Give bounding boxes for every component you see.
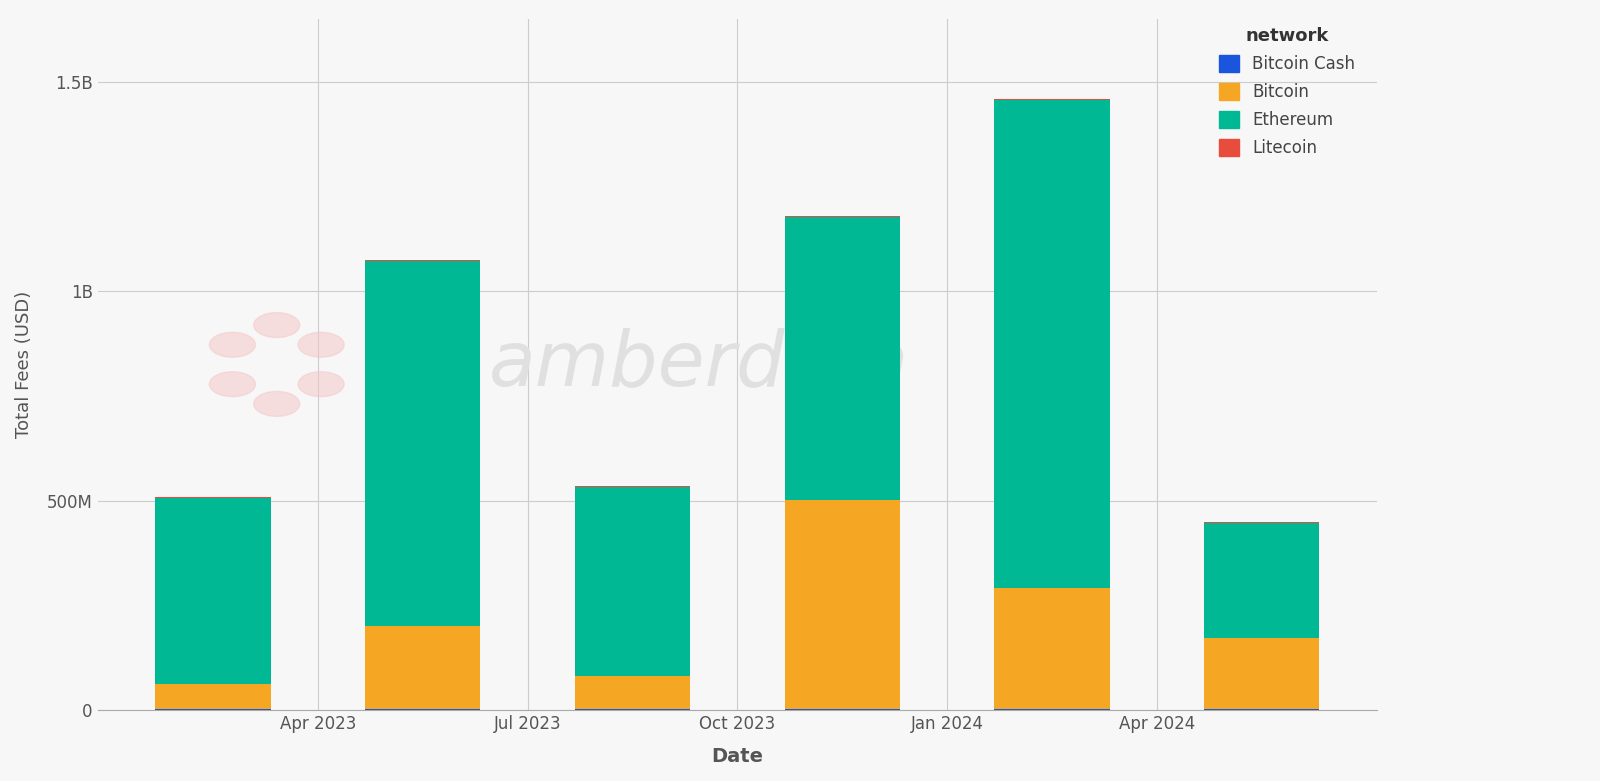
Bar [574, 487, 690, 676]
Bar [994, 100, 1109, 588]
Circle shape [210, 372, 256, 397]
Bar [155, 497, 270, 684]
Bar [1203, 522, 1320, 523]
Text: amberdata: amberdata [490, 327, 909, 401]
Bar [574, 709, 690, 710]
Circle shape [254, 312, 299, 337]
Bar [994, 588, 1109, 709]
Circle shape [298, 372, 344, 397]
Bar [1203, 709, 1320, 710]
Bar [994, 709, 1109, 710]
X-axis label: Date: Date [712, 747, 763, 766]
Circle shape [254, 391, 299, 416]
Bar [155, 684, 270, 709]
Bar [365, 260, 480, 261]
Bar [365, 709, 480, 710]
Bar [365, 626, 480, 709]
Bar [784, 217, 899, 500]
Bar [784, 216, 899, 217]
Bar [784, 500, 899, 709]
Circle shape [298, 333, 344, 357]
Bar [574, 676, 690, 709]
Bar [365, 261, 480, 626]
Legend: Bitcoin Cash, Bitcoin, Ethereum, Litecoin: Bitcoin Cash, Bitcoin, Ethereum, Litecoi… [1206, 13, 1368, 170]
Bar [155, 709, 270, 710]
Bar [1203, 638, 1320, 709]
Bar [784, 709, 899, 710]
Circle shape [210, 333, 256, 357]
Bar [1203, 523, 1320, 638]
Y-axis label: Total Fees (USD): Total Fees (USD) [14, 291, 34, 438]
Bar [994, 98, 1109, 100]
